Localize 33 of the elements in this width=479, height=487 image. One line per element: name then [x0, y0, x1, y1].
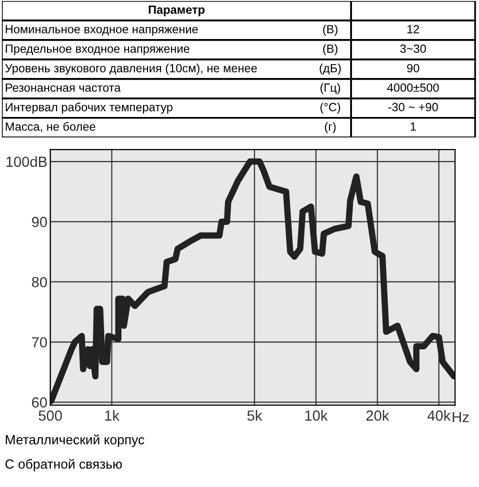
y-tick-label: 60 [32, 397, 47, 408]
text: 4000±500 [387, 83, 439, 92]
text: (°C) [320, 102, 340, 114]
text: Номинальное входное напряжение [6, 25, 198, 36]
text: (г) [324, 122, 336, 134]
text: 1 [410, 122, 416, 131]
y-tick-label: 90 [32, 216, 47, 228]
text: -30 ~ +90 [388, 102, 438, 112]
text: 12 [407, 25, 420, 34]
text: (Гц) [320, 83, 340, 94]
y-tick-label: 100dB [6, 156, 47, 167]
text: (В) [323, 44, 338, 56]
text: Параметр [148, 6, 205, 16]
x-axis-title: Hz [452, 412, 469, 422]
text: 3~30 [400, 44, 426, 53]
x-tick-label: 10k [305, 410, 328, 421]
x-tick-label: 1k [105, 410, 120, 421]
x-tick-label: 500 [38, 410, 62, 421]
text: Резонансная частота [6, 84, 121, 92]
text: Интервал рабочих температур [6, 102, 172, 114]
text: Металлический корпус [6, 434, 144, 447]
text: С обратной связью [5, 458, 122, 472]
text: Предельное входное напряжение [6, 44, 190, 56]
text: Уровень звукового давления (10см), не менее [5, 64, 257, 75]
x-tick-label: 40k [427, 410, 451, 421]
y-tick-label: 80 [32, 276, 47, 288]
x-tick-label: 20k [366, 410, 390, 421]
text: 90 [407, 64, 420, 72]
x-tick-label: 5k [247, 410, 262, 421]
text: (В) [323, 24, 338, 36]
y-tick-label: 70 [32, 337, 47, 348]
text: Масса, не более [6, 122, 96, 132]
text: (дБ) [320, 64, 341, 75]
